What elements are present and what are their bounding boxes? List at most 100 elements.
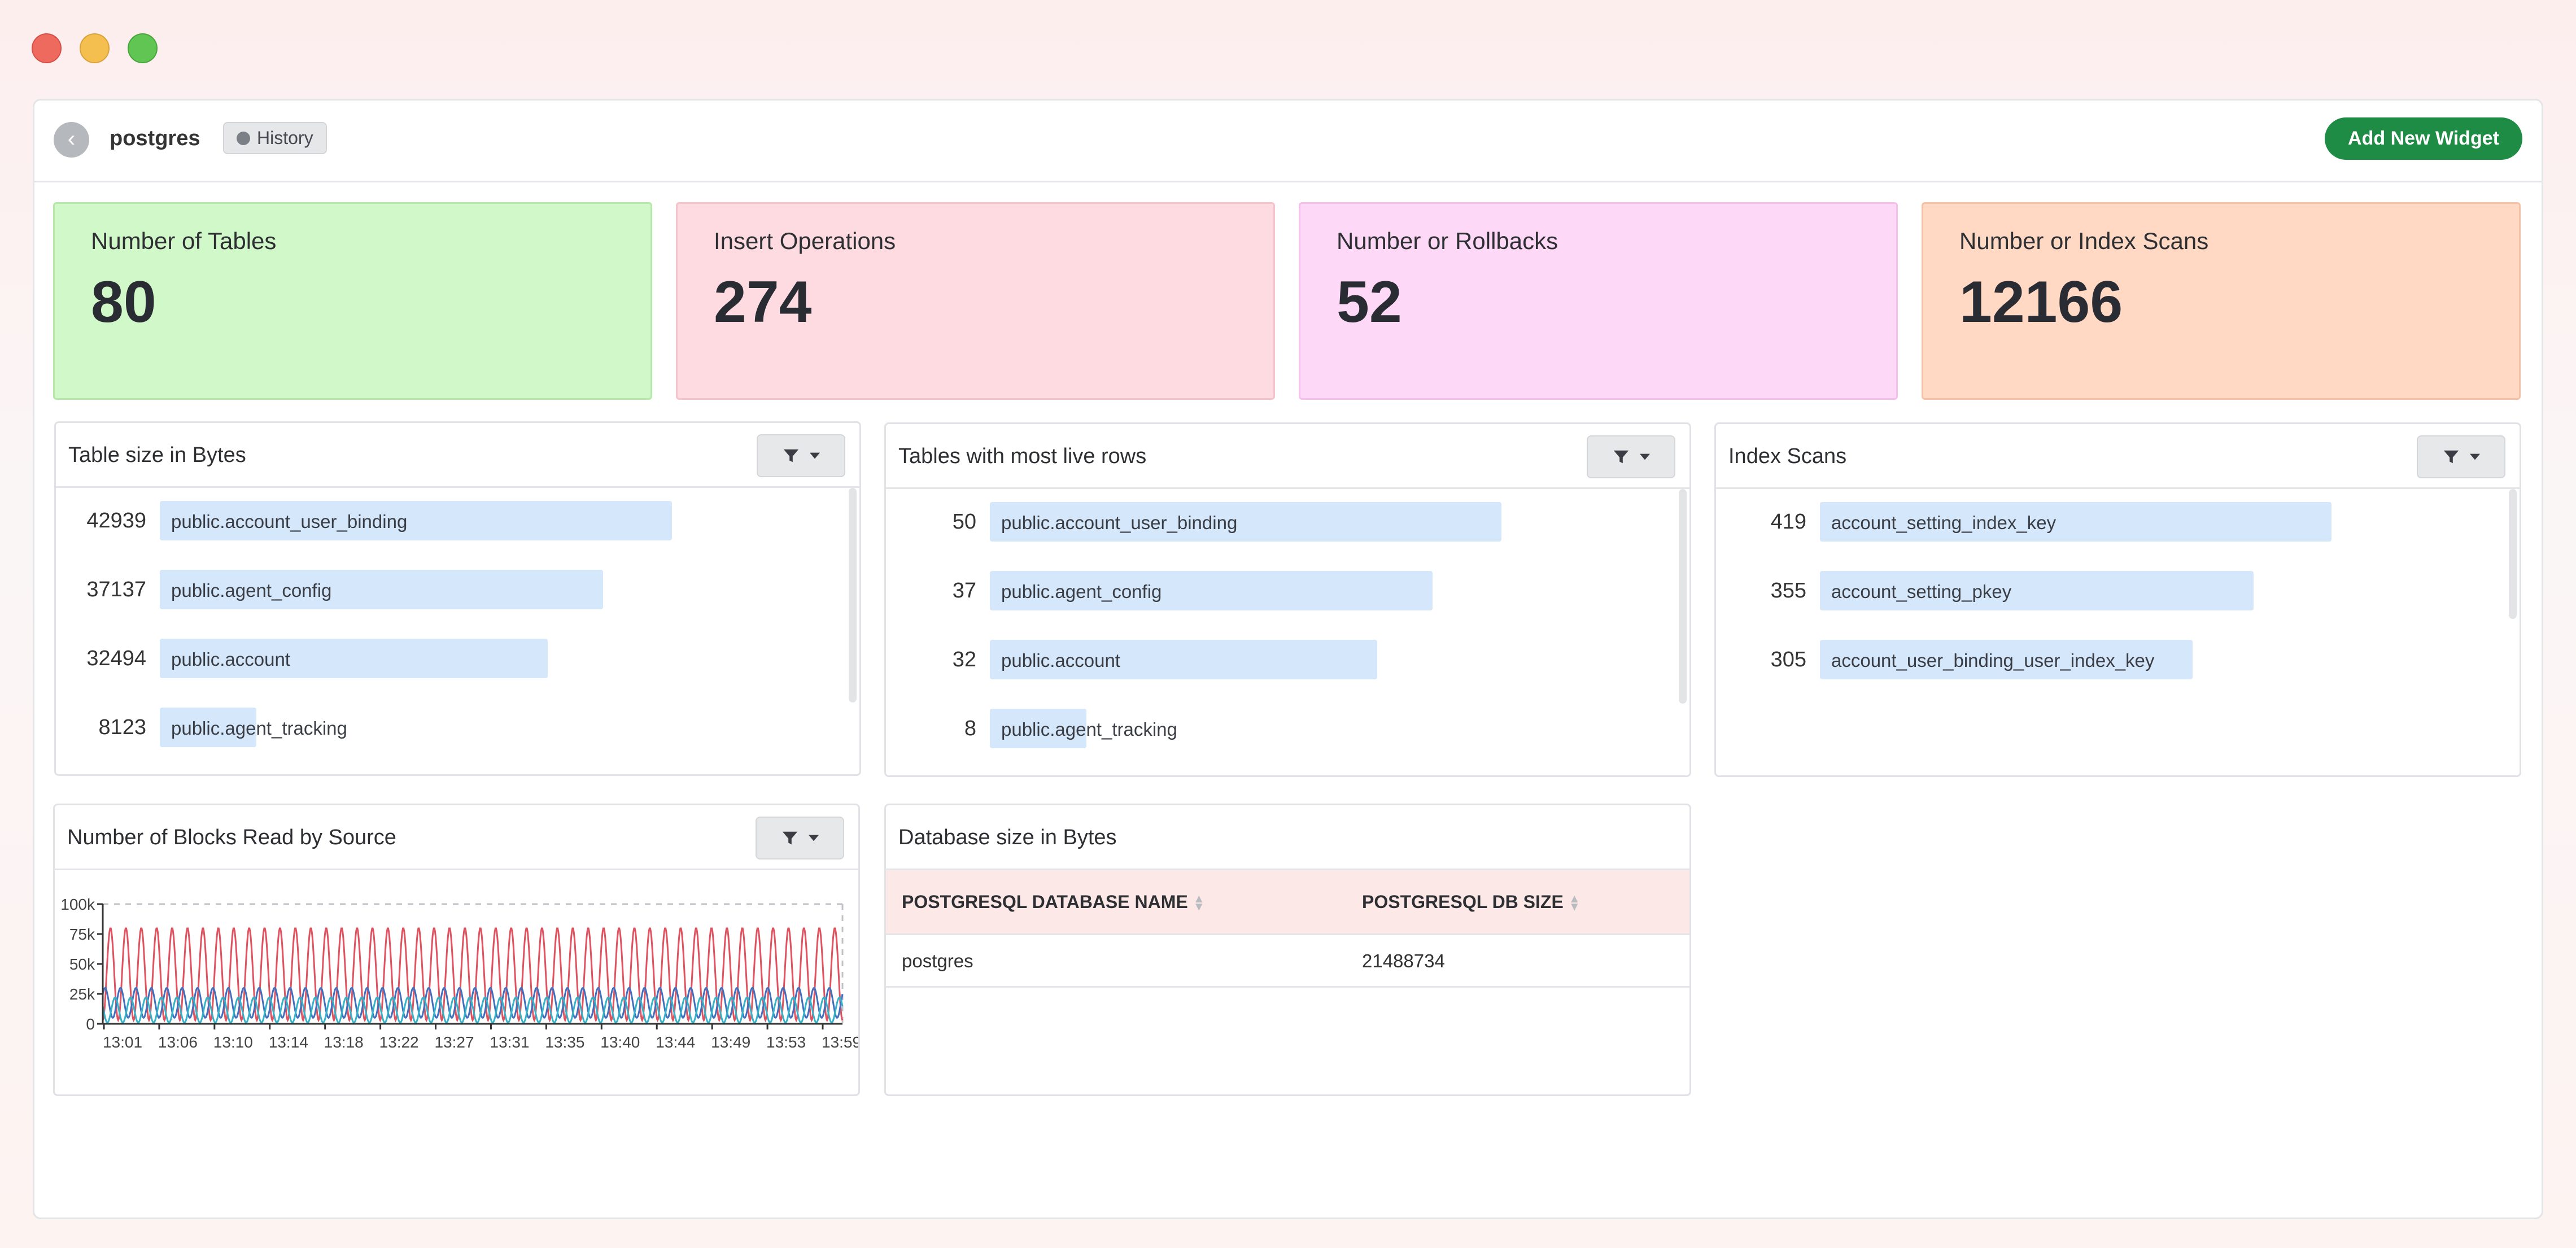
- stat-value: 274: [714, 269, 812, 335]
- x-tick-label: 13:49: [711, 1033, 750, 1051]
- cell-db-size: 21488734: [1362, 950, 1445, 971]
- caret-down-icon: [1639, 453, 1650, 460]
- top-bar: ‹ postgres History Add New Widget: [34, 101, 2542, 182]
- bar-track: public.account_user_binding: [160, 501, 672, 540]
- status-dot-icon: [237, 131, 250, 145]
- bar-fill: [160, 708, 256, 747]
- bar-track: public.agent_tracking: [990, 709, 1501, 748]
- bar-track: account_setting_pkey: [1820, 571, 2332, 610]
- sort-icon[interactable]: ▴ ▾: [1571, 891, 1578, 913]
- filter-icon: [1613, 450, 1628, 464]
- bar-fill: [160, 501, 672, 540]
- bar-row[interactable]: 42939 public.account_user_binding: [56, 501, 681, 540]
- bar-row[interactable]: 355 account_setting_pkey: [1716, 571, 2341, 610]
- bar-fill: [990, 640, 1377, 679]
- index-scans-panel: Index Scans 419 account_setting_index_key…: [1714, 422, 2521, 777]
- bar-value: 8: [964, 717, 976, 740]
- bar-value: 32: [952, 648, 976, 671]
- filter-button[interactable]: [2417, 435, 2505, 478]
- bar-label: public.account: [1001, 650, 1120, 671]
- minimize-window-button[interactable]: [80, 33, 110, 63]
- bar-value: 32494: [86, 647, 146, 670]
- x-tick-label: 13:31: [490, 1033, 529, 1051]
- bar-row[interactable]: 419 account_setting_index_key: [1716, 502, 2341, 542]
- bar-row[interactable]: 8123 public.agent_tracking: [56, 708, 681, 747]
- column-header-db-name[interactable]: POSTGRESQL DATABASE NAME ▴ ▾: [902, 892, 1202, 913]
- filter-button[interactable]: [756, 817, 844, 859]
- y-tick-label: 25k: [69, 985, 95, 1003]
- stat-value: 12166: [1959, 269, 2123, 335]
- caret-down-icon: [809, 452, 820, 459]
- bar-row[interactable]: 8 public.agent_tracking: [886, 709, 1510, 748]
- bar-value: 37137: [86, 578, 146, 601]
- maximize-window-button[interactable]: [128, 33, 158, 63]
- stat-label: Number or Rollbacks: [1337, 228, 1558, 254]
- bar-value: 419: [1770, 510, 1806, 534]
- bar-fill: [1820, 502, 2332, 542]
- bar-row[interactable]: 50 public.account_user_binding: [886, 502, 1510, 542]
- x-tick-label: 13:01: [103, 1033, 142, 1051]
- bar-label: public.agent_config: [1001, 581, 1162, 602]
- series-line: [102, 996, 844, 1024]
- bar-label: account_setting_pkey: [1831, 581, 2012, 602]
- bar-fill: [160, 639, 548, 678]
- y-tick-label: 50k: [69, 955, 95, 973]
- bar-label: account_setting_index_key: [1831, 512, 2057, 533]
- blocks-read-panel: Number of Blocks Read by Source 0 25k 50k 7…: [53, 804, 860, 1096]
- table-header: POSTGRESQL DATABASE NAME ▴ ▾ POSTGRESQL D…: [886, 870, 1689, 935]
- bar-row[interactable]: 37 public.agent_config: [886, 571, 1510, 610]
- filter-button[interactable]: [1587, 435, 1675, 478]
- bar-label: public.account: [171, 649, 290, 670]
- panel-header: Table size in Bytes: [56, 423, 859, 488]
- table-row[interactable]: postgres 21488734: [886, 935, 1689, 988]
- x-tick-label: 13:35: [545, 1033, 584, 1051]
- close-window-button[interactable]: [32, 33, 62, 63]
- series-line: [102, 987, 844, 1019]
- scrollbar[interactable]: [849, 488, 857, 702]
- live-rows-panel: Tables with most live rows 50 public.acco…: [884, 422, 1691, 777]
- panel-header: Tables with most live rows: [886, 424, 1689, 489]
- bar-track: public.account_user_binding: [990, 502, 1501, 542]
- caret-down-icon: [808, 835, 819, 841]
- panel-title: Index Scans: [1728, 444, 1847, 468]
- stat-label: Number or Index Scans: [1959, 228, 2209, 254]
- caret-down-icon: [2469, 453, 2480, 460]
- bar-fill: [990, 502, 1501, 542]
- bar-label: account_user_binding_user_index_key: [1831, 650, 2155, 671]
- x-tick-label: 13:18: [324, 1033, 364, 1051]
- bar-row[interactable]: 32494 public.account: [56, 639, 681, 678]
- filter-button[interactable]: [757, 434, 845, 477]
- stat-label: Number of Tables: [91, 228, 277, 254]
- history-label: History: [257, 128, 313, 148]
- add-new-widget-button[interactable]: Add New Widget: [2325, 117, 2522, 160]
- filter-icon: [782, 831, 797, 845]
- chevron-left-icon: ‹: [67, 126, 76, 151]
- bar-value: 37: [952, 579, 976, 603]
- bar-fill: [160, 570, 603, 609]
- bar-fill: [1820, 640, 2193, 679]
- bar-row[interactable]: 32 public.account: [886, 640, 1510, 679]
- bar-track: public.account: [990, 640, 1501, 679]
- bar-fill: [1820, 571, 2254, 610]
- scrollbar[interactable]: [1679, 489, 1687, 704]
- stat-card-index-scans: Number or Index Scans 12166: [1922, 202, 2521, 400]
- stat-value: 80: [91, 269, 156, 335]
- panel-header: Database size in Bytes: [886, 805, 1689, 870]
- bar-value: 42939: [86, 509, 146, 533]
- x-tick-label: 13:44: [656, 1033, 695, 1051]
- bar-row[interactable]: 37137 public.agent_config: [56, 570, 681, 609]
- column-header-db-size[interactable]: POSTGRESQL DB SIZE ▴ ▾: [1362, 892, 1578, 913]
- database-name: postgres: [110, 126, 200, 150]
- back-button[interactable]: ‹: [54, 122, 89, 158]
- db-size-panel: Database size in Bytes POSTGRESQL DATABA…: [884, 804, 1691, 1096]
- sort-icon[interactable]: ▴ ▾: [1195, 891, 1202, 913]
- panel-title: Table size in Bytes: [68, 443, 246, 467]
- window-controls: [32, 33, 158, 63]
- scrollbar[interactable]: [2509, 489, 2517, 619]
- x-tick-label: 13:27: [434, 1033, 474, 1051]
- bar-track: public.agent_config: [990, 571, 1501, 610]
- bar-row[interactable]: 305 account_user_binding_user_index_key: [1716, 640, 2341, 679]
- history-badge[interactable]: History: [223, 122, 327, 154]
- stat-card-rollbacks: Number or Rollbacks 52: [1299, 202, 1898, 400]
- column-header-label: POSTGRESQL DATABASE NAME: [902, 892, 1188, 912]
